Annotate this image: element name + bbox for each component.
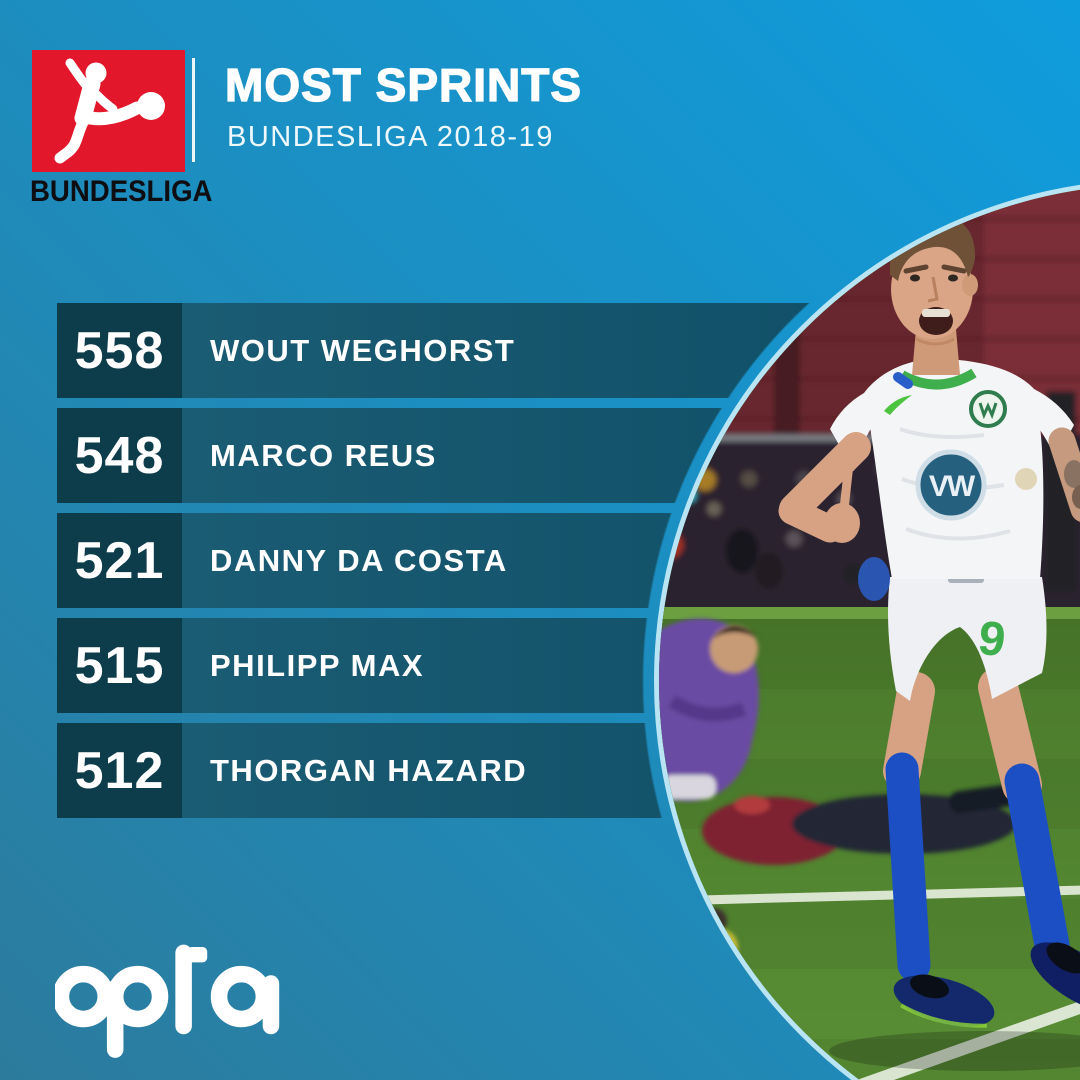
blue-cuff <box>858 557 890 601</box>
player-photo: 9 VW <box>654 179 1080 1080</box>
sprint-count: 521 <box>57 513 182 608</box>
green-collar <box>899 368 977 390</box>
main-player-figure: 9 VW <box>778 194 1080 1071</box>
pointing-arm <box>778 432 890 601</box>
nike-swoosh-icon <box>884 395 912 415</box>
cup-badge <box>1015 468 1037 490</box>
index-finger <box>839 450 855 514</box>
bundesliga-logo <box>32 50 185 172</box>
vw-badge-text: VW <box>929 470 976 503</box>
player-shadow <box>829 1031 1080 1071</box>
goalkeeper-figure <box>659 618 770 814</box>
shorts-number: 9 <box>975 612 1008 668</box>
vw-badge-icon: VW <box>915 449 987 521</box>
page-title: MOST SPRINTS <box>224 58 583 111</box>
opta-logo: opta <box>52 928 291 1063</box>
opta-wordmark-icon <box>52 944 280 1058</box>
sprint-count: 548 <box>57 408 182 503</box>
sprint-count: 515 <box>57 618 182 713</box>
page-subtitle: BUNDESLIGA 2018-19 <box>227 121 554 153</box>
bundesliga-player-kick-icon <box>54 58 165 164</box>
sprint-count: 512 <box>57 723 182 818</box>
club-crest-icon <box>969 390 1007 428</box>
striding-leg <box>978 667 1080 1012</box>
player-photo-scene: 9 VW <box>659 184 1080 1080</box>
player-head <box>889 194 978 375</box>
sprint-count: 558 <box>57 303 182 398</box>
far-arm <box>1048 427 1080 522</box>
steward-figure <box>690 908 738 1035</box>
header-separator <box>192 58 195 162</box>
blue-collar-trim <box>893 372 913 389</box>
bundesliga-wordmark: BUNDESLIGA <box>30 175 213 208</box>
trailing-leg <box>883 672 995 1028</box>
pitch-line <box>659 884 1080 907</box>
